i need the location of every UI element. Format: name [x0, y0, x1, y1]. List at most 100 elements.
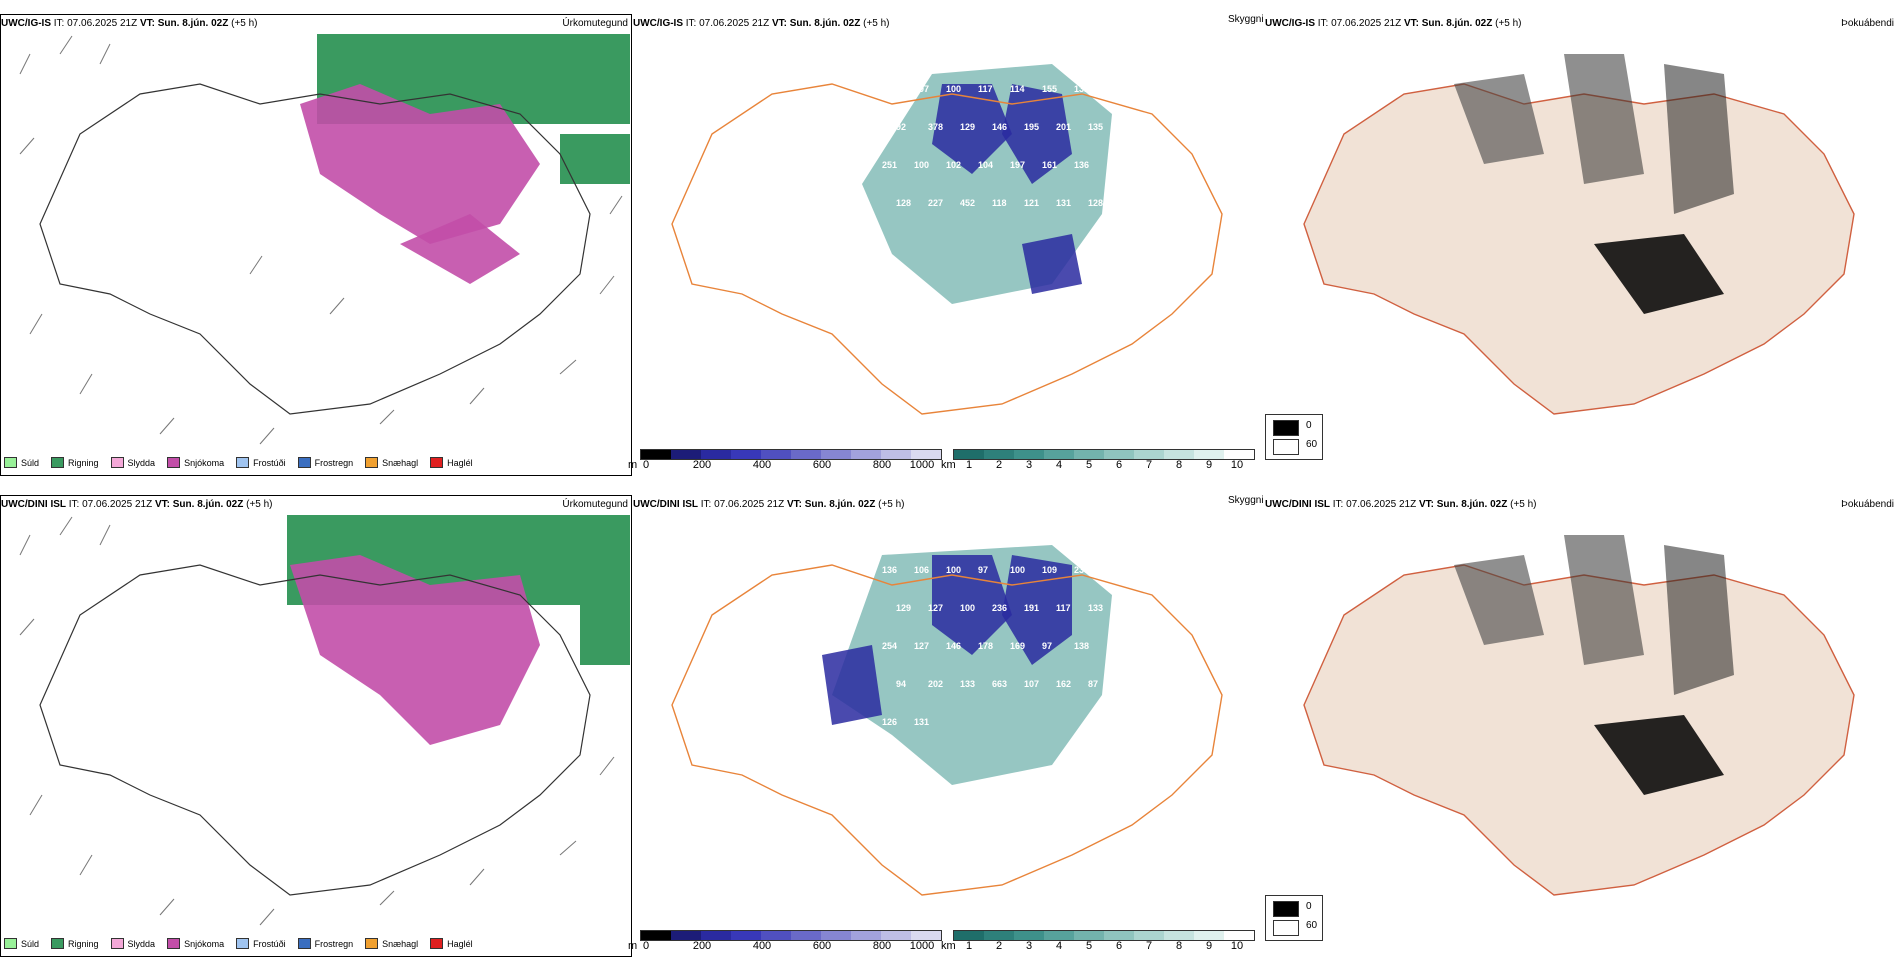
- ceiling-color-segment: [671, 450, 701, 459]
- ceiling-label: 251: [882, 160, 897, 170]
- field-name: Skyggni: [1228, 14, 1264, 25]
- ceiling-color-segment: [791, 931, 821, 940]
- visibility-tick: 10: [1230, 940, 1244, 952]
- ceiling-tick: 200: [692, 940, 712, 952]
- panel-header: UWC/IG-IS IT: 07.06.2025 21Z VT: Sun. 8.…: [633, 18, 890, 29]
- visibility-color-segment: [1134, 450, 1164, 459]
- visibility-color-segment: [1164, 450, 1194, 459]
- visibility-color-segment: [1044, 450, 1074, 459]
- ceiling-label: 452: [960, 198, 975, 208]
- ceiling-labels: 136 106 100 97 100 109 233 129 127 100 236 191 117 13…: [882, 565, 1103, 727]
- ceiling-tick: 600: [812, 940, 832, 952]
- ceiling-label: 114: [1010, 84, 1025, 94]
- snow-area: [290, 555, 540, 745]
- visibility-color-segment: [1104, 931, 1134, 940]
- visibility-tick: 4: [1055, 940, 1063, 952]
- ceiling-label: 378: [928, 122, 943, 132]
- ceiling-color-segment: [851, 450, 881, 459]
- visibility-tick: 9: [1205, 940, 1213, 952]
- ceiling-labels: 106 107 100 117 114 155 131 92 378 129 146 195 201 13…: [882, 84, 1103, 208]
- legend-item: Slydda: [110, 938, 155, 949]
- ceiling-color-segment: [761, 931, 791, 940]
- ceiling-label: 106: [914, 565, 929, 575]
- fog-panel-top: UWC/IG-IS IT: 07.06.2025 21Z VT: Sun. 8.…: [1264, 14, 1896, 476]
- ceiling-label: 136: [1074, 160, 1089, 170]
- ceiling-colorbar-strip: [640, 449, 942, 460]
- panel-header: UWC/DINI ISL IT: 07.06.2025 21Z VT: Sun.…: [633, 499, 905, 510]
- ceiling-label: 100: [946, 565, 961, 575]
- legend-item: Frostúði: [236, 457, 286, 468]
- visibility-color-segment: [1074, 931, 1104, 940]
- visibility-panel-top: UWC/IG-IS IT: 07.06.2025 21Z VT: Sun. 8.…: [628, 14, 1323, 476]
- ceiling-label: 100: [1010, 565, 1025, 575]
- panel-header: UWC/IG-IS IT: 07.06.2025 21Z VT: Sun. 8.…: [1265, 18, 1522, 29]
- ceiling-color-segment: [911, 931, 941, 940]
- ceiling-color-segment: [791, 450, 821, 459]
- ceiling-label: 131: [1074, 84, 1089, 94]
- ceiling-tick: 200: [692, 459, 712, 471]
- ceiling-colorbar-strip: [640, 930, 942, 941]
- low-ceiling-area: [1002, 555, 1072, 665]
- ceiling-color-segment: [911, 450, 941, 459]
- visibility-tick: 1: [965, 459, 973, 471]
- ceiling-color-segment: [731, 931, 761, 940]
- visibility-tick: 7: [1145, 940, 1153, 952]
- ceiling-label: 117: [978, 84, 993, 94]
- visibility-color-segment: [984, 931, 1014, 940]
- visibility-tick: 1: [965, 940, 973, 952]
- legend-item: Súld: [4, 457, 39, 468]
- visibility-color-segment: [1164, 931, 1194, 940]
- ceiling-tick: 0: [642, 940, 650, 952]
- low-ceiling-area: [1002, 84, 1072, 184]
- ceiling-color-segment: [731, 450, 761, 459]
- ceiling-color-segment: [701, 931, 731, 940]
- model-name: UWC/IG-IS: [1, 18, 51, 29]
- fog-high-area: [1454, 74, 1544, 164]
- visibility-color-segment: [1134, 931, 1164, 940]
- low-ceiling-area: [932, 555, 1012, 655]
- ceiling-label: 202: [928, 679, 943, 689]
- ceiling-unit: m: [628, 940, 638, 952]
- ceiling-label: 109: [1042, 565, 1057, 575]
- visibility-color-segment: [1104, 450, 1134, 459]
- legend-item: Súld: [4, 938, 39, 949]
- visibility-tick: 10: [1230, 459, 1244, 471]
- visibility-colorbar-strip: [953, 449, 1255, 460]
- iceland-coastline: [671, 83, 1223, 415]
- ceiling-label: 87: [1088, 679, 1098, 689]
- ceiling-label: 236: [992, 603, 1007, 613]
- ceiling-label: 146: [946, 641, 961, 651]
- ceiling-color-segment: [821, 931, 851, 940]
- fog-high-area: [1564, 54, 1644, 184]
- visibility-tick: 8: [1175, 940, 1183, 952]
- visibility-map: 106 107 100 117 114 155 131 92 378 129 146 195 201 13…: [671, 64, 1223, 415]
- visibility-unit: km: [941, 459, 956, 471]
- ceiling-color-segment: [641, 450, 671, 459]
- ceiling-label: 129: [960, 122, 975, 132]
- fog-legend-label-low: 60: [1306, 920, 1318, 931]
- fog-map: [1303, 535, 1855, 896]
- ceiling-color-segment: [761, 450, 791, 459]
- ceiling-tick: 1000: [909, 940, 935, 952]
- ceiling-label: 191: [1024, 603, 1039, 613]
- panel-frame: [0, 14, 632, 476]
- rain-area: [580, 605, 630, 665]
- ceiling-label: 128: [1088, 198, 1103, 208]
- field-name: Þokuábendi: [1841, 18, 1894, 29]
- low-ceiling-area: [822, 645, 882, 725]
- visibility-panel-bottom: UWC/DINI ISL IT: 07.06.2025 21Z VT: Sun.…: [628, 495, 1323, 957]
- fog-legend-swatch-high: [1273, 901, 1299, 917]
- visibility-color-segment: [1044, 931, 1074, 940]
- fog-high-area: [1664, 64, 1734, 214]
- ceiling-label: 138: [1074, 641, 1089, 651]
- fog-legend-swatch-high: [1273, 420, 1299, 436]
- ceiling-label: 254: [882, 641, 897, 651]
- panel-header: UWC/DINI ISL IT: 07.06.2025 21Z VT: Sun.…: [1265, 499, 1537, 510]
- visibility-color-segment: [1014, 450, 1044, 459]
- legend-item: Frostúði: [236, 938, 286, 949]
- visibility-color-segment: [954, 931, 984, 940]
- legend-item: Frostregn: [297, 457, 353, 468]
- visibility-tick: 2: [995, 459, 1003, 471]
- visibility-color-segment: [954, 450, 984, 459]
- ceiling-label: 100: [946, 84, 961, 94]
